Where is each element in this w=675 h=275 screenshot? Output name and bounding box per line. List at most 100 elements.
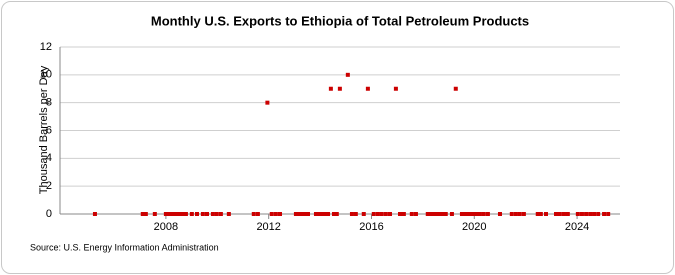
data-point (205, 212, 210, 216)
chart-title: Monthly U.S. Exports to Ethiopia of Tota… (151, 13, 529, 28)
data-point (169, 212, 174, 216)
data-point (428, 212, 433, 216)
data-point (326, 212, 331, 216)
data-point (462, 212, 467, 216)
data-point (143, 212, 148, 216)
x-tick-label: 2012 (256, 221, 280, 233)
data-point (575, 212, 580, 216)
data-point (602, 212, 607, 216)
data-point (443, 212, 448, 216)
data-point (584, 212, 589, 216)
data-point (181, 212, 186, 216)
data-point (277, 212, 282, 216)
data-point (471, 212, 476, 216)
data-point (375, 212, 380, 216)
data-point (543, 212, 548, 216)
data-point (293, 212, 298, 216)
data-point (468, 212, 473, 216)
data-point (393, 86, 398, 91)
data-point (306, 212, 311, 216)
y-tick-label: 6 (46, 124, 52, 136)
data-point (371, 212, 376, 216)
data-point (322, 212, 327, 216)
data-point (557, 212, 562, 216)
y-tick-label: 4 (46, 152, 52, 164)
data-point (328, 86, 333, 91)
data-point (218, 212, 223, 216)
data-point (210, 212, 215, 216)
data-point (297, 212, 302, 216)
data-point (255, 212, 260, 216)
data-point (166, 212, 171, 216)
y-tick-label: 0 (46, 208, 52, 220)
x-tick-label: 2008 (154, 221, 178, 233)
data-point (485, 212, 490, 216)
data-point (453, 86, 458, 91)
data-point (425, 212, 430, 216)
data-point (434, 212, 439, 216)
data-point (449, 212, 454, 216)
data-point (189, 212, 194, 216)
data-point (200, 212, 205, 216)
data-point (437, 212, 442, 216)
data-point (349, 212, 354, 216)
data-point (163, 212, 168, 216)
data-point (379, 212, 384, 216)
y-tick-label: 10 (40, 69, 52, 81)
data-point (387, 212, 392, 216)
data-point (345, 72, 350, 77)
data-point (535, 212, 540, 216)
source-note: Source: U.S. Energy Information Administ… (30, 242, 219, 252)
y-tick-label: 12 (40, 41, 52, 53)
data-point (316, 212, 321, 216)
data-point (214, 212, 219, 216)
data-point (265, 100, 270, 105)
data-point (596, 212, 601, 216)
x-tick-label: 2016 (359, 221, 383, 233)
data-point (269, 212, 274, 216)
data-point (140, 212, 145, 216)
data-point (401, 212, 406, 216)
data-point (152, 212, 157, 216)
data-point (538, 212, 543, 216)
data-point (431, 212, 436, 216)
data-point (513, 212, 518, 216)
data-point (481, 212, 486, 216)
data-point (175, 212, 180, 216)
data-point (565, 212, 570, 216)
data-point (92, 212, 97, 216)
data-point (178, 212, 183, 216)
data-point (273, 212, 278, 216)
y-tick-label: 8 (46, 97, 52, 109)
data-point (334, 212, 339, 216)
data-point (302, 212, 307, 216)
data-point (592, 212, 597, 216)
data-point (353, 212, 358, 216)
data-point (226, 212, 231, 216)
data-point (361, 212, 366, 216)
data-point (579, 212, 584, 216)
data-point (183, 212, 188, 216)
data-point (497, 212, 502, 216)
x-tick-label: 2020 (462, 221, 486, 233)
x-tick-label: 2024 (565, 221, 589, 233)
data-point (194, 212, 199, 216)
data-point (517, 212, 522, 216)
data-point (509, 212, 514, 216)
data-point (313, 212, 318, 216)
data-point (383, 212, 388, 216)
data-point (172, 212, 177, 216)
data-point (398, 212, 403, 216)
data-point (477, 212, 482, 216)
data-point (588, 212, 593, 216)
data-point (251, 212, 256, 216)
data-point (409, 212, 414, 216)
y-axis-label: Thousand Barrels per Day (38, 65, 50, 194)
data-point (440, 212, 445, 216)
data-point (474, 212, 479, 216)
data-point (299, 212, 304, 216)
data-point (459, 212, 464, 216)
data-point (606, 212, 611, 216)
data-point (465, 212, 470, 216)
